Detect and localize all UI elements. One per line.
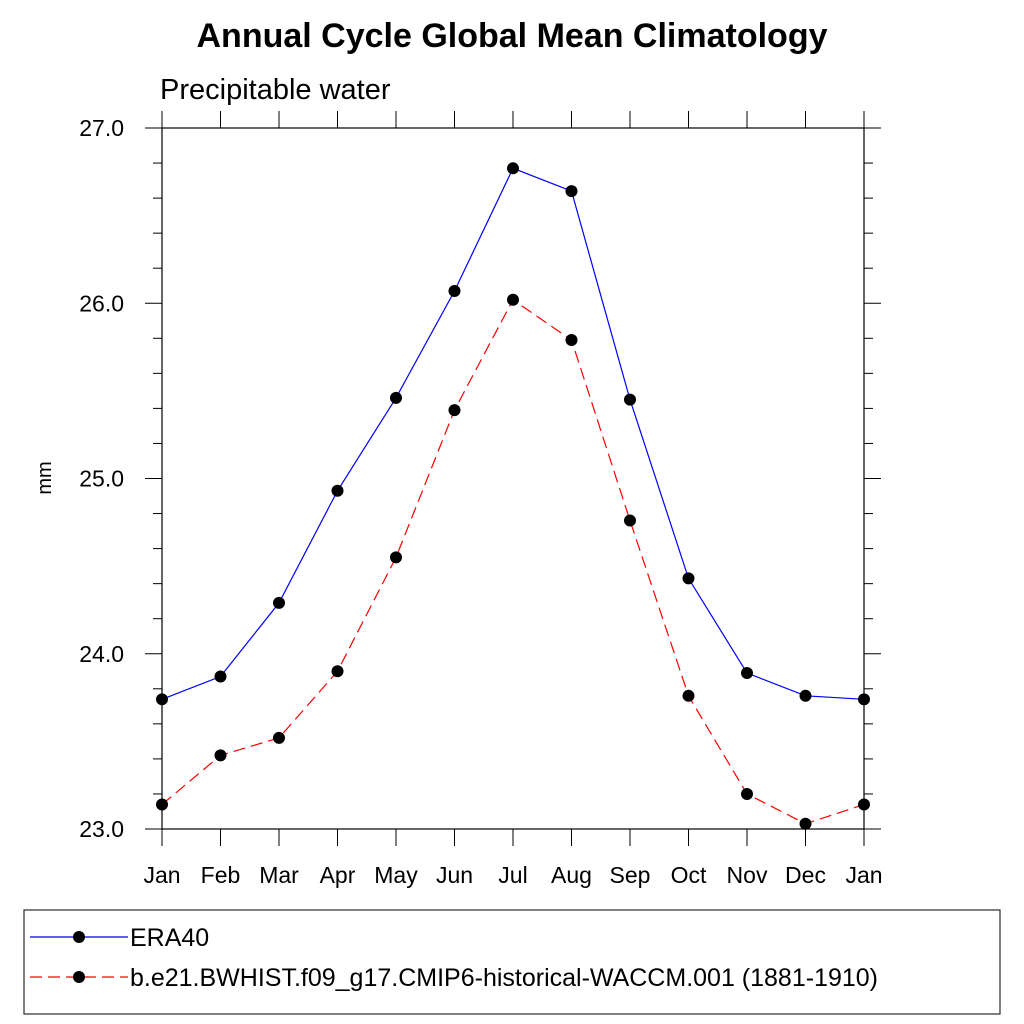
data-point bbox=[858, 693, 870, 706]
chart-subtitle: Precipitable water bbox=[160, 74, 391, 106]
x-tick-label: Mar bbox=[259, 862, 299, 888]
x-tick-label: Dec bbox=[785, 862, 826, 888]
legend-label-0: ERA40 bbox=[130, 924, 209, 952]
data-point bbox=[214, 670, 227, 683]
y-tick-label: 27.0 bbox=[79, 115, 124, 141]
x-tick-label: Nov bbox=[727, 862, 768, 888]
legend-label-1: b.e21.BWHIST.f09_g17.CMIP6-historical-WA… bbox=[130, 964, 878, 992]
series-line-0 bbox=[161, 167, 865, 700]
data-point bbox=[390, 551, 402, 564]
x-tick-label: Jul bbox=[498, 862, 527, 888]
y-tick-label: 25.0 bbox=[79, 466, 124, 492]
data-point bbox=[565, 334, 578, 347]
data-point bbox=[507, 162, 519, 175]
x-tick-label: Jun bbox=[436, 862, 473, 888]
x-tick-label: Jan bbox=[845, 862, 882, 888]
series-line-1 bbox=[161, 298, 865, 825]
y-tick-label: 24.0 bbox=[79, 641, 124, 667]
data-point bbox=[741, 787, 753, 800]
y-tick-label: 26.0 bbox=[79, 290, 124, 316]
data-point bbox=[741, 667, 753, 680]
data-point bbox=[156, 693, 168, 706]
data-point bbox=[273, 731, 285, 744]
legend-marker-1 bbox=[73, 971, 85, 983]
y-axis-label: mm bbox=[34, 461, 56, 494]
legend-box bbox=[23, 909, 1001, 1015]
legend-marker-0 bbox=[73, 931, 85, 943]
plot-frame bbox=[161, 127, 865, 830]
series-layer bbox=[156, 162, 870, 830]
data-point bbox=[390, 391, 402, 404]
x-tick-label: Aug bbox=[551, 862, 592, 888]
data-point bbox=[214, 749, 227, 762]
legend: ERA40 b.e21.BWHIST.f09_g17.CMIP6-historic… bbox=[23, 909, 1001, 1015]
x-tick-label: Sep bbox=[610, 862, 651, 888]
data-point bbox=[448, 404, 461, 417]
x-tick-label: Jan bbox=[143, 862, 180, 888]
data-point bbox=[156, 798, 168, 811]
data-point bbox=[624, 393, 636, 406]
data-point bbox=[273, 596, 285, 609]
data-point bbox=[507, 293, 519, 306]
data-point bbox=[624, 514, 636, 527]
chart-title: Annual Cycle Global Mean Climatology bbox=[197, 17, 828, 55]
y-tick-label: 23.0 bbox=[79, 816, 124, 842]
axis-ticks: Jan Feb Mar Apr May Jun Jul Aug Sep Oct Nov Dec Jan 2… bbox=[79, 111, 883, 888]
data-point bbox=[565, 185, 578, 198]
data-point bbox=[448, 284, 461, 297]
data-point bbox=[799, 817, 812, 830]
x-tick-label: Feb bbox=[201, 862, 241, 888]
x-tick-label: Oct bbox=[671, 862, 707, 888]
x-tick-label: May bbox=[374, 862, 418, 888]
data-point bbox=[682, 689, 695, 702]
data-point bbox=[858, 798, 870, 811]
data-point bbox=[799, 689, 812, 702]
data-point bbox=[682, 572, 695, 585]
x-tick-label: Apr bbox=[320, 862, 356, 888]
data-point bbox=[331, 665, 344, 678]
data-point bbox=[331, 484, 344, 497]
